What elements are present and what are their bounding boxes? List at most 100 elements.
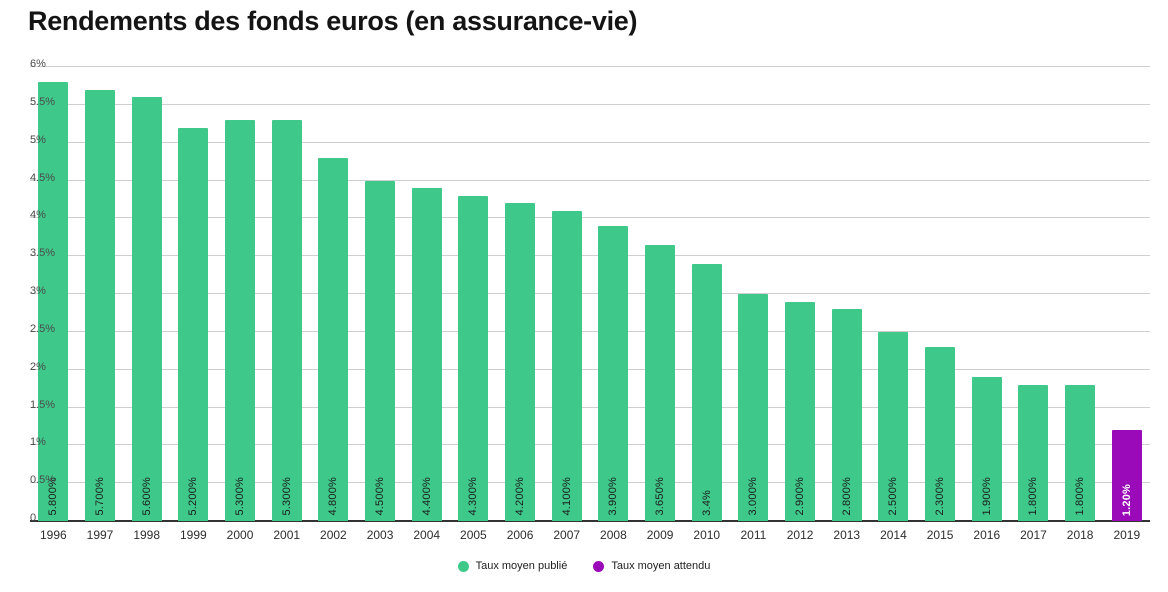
bar-2002: 4.800% [318, 157, 349, 521]
bar-value-label: 4.400% [420, 477, 433, 516]
bar-2004: 4.400% [411, 188, 442, 521]
x-axis-label: 2012 [786, 528, 814, 542]
bar-slot: 5.300% [217, 67, 264, 521]
bar-slot: 3.650% [637, 67, 684, 521]
gridline [30, 330, 1150, 332]
x-axis-label: 2002 [320, 528, 347, 542]
bar-2016: 1.900% [971, 377, 1002, 521]
bar-slot: 4.400% [403, 67, 450, 521]
x-axis-label: 2011 [740, 528, 767, 542]
bar-value-label: 5.300% [234, 477, 247, 516]
bar-2009: 3.650% [645, 244, 676, 521]
bar-2003: 4.500% [365, 180, 396, 521]
bar-2015: 2.300% [925, 346, 956, 521]
bar-slot: 5.300% [263, 67, 310, 521]
x-axis-line [30, 520, 1150, 522]
y-axis-label: 2% [30, 360, 46, 373]
x-axis-label: 2015 [926, 528, 954, 542]
x-axis-label: 2008 [600, 528, 627, 542]
bar-slot: 2.900% [777, 67, 824, 521]
bar-2006: 4.200% [505, 203, 536, 521]
x-axis-label: 2019 [1113, 528, 1141, 542]
bar-value-label: 5.700% [94, 477, 106, 516]
bar-value-label: 1.800% [1074, 477, 1087, 516]
y-axis-label: 4% [30, 209, 46, 222]
gridline [30, 444, 1150, 446]
bar-value-label: 5.200% [187, 477, 200, 516]
x-axis-label: 2016 [973, 528, 1001, 542]
x-axis-label: 1996 [39, 528, 67, 542]
bar-value-label: 3.650% [654, 477, 667, 516]
bar-value-label: 3.000% [747, 477, 760, 516]
bar-value-label: 4.200% [514, 477, 527, 516]
bar-slot: 1.900% [963, 67, 1010, 521]
bar-1997: 5.700% [85, 89, 115, 521]
x-axis-label: 2006 [506, 528, 534, 542]
bar-value-label: 2.900% [794, 477, 807, 516]
bar-slot: 3.4% [683, 67, 730, 521]
bar-2007: 4.100% [551, 210, 582, 521]
y-axis-label: 0 [30, 512, 37, 524]
y-axis-label: 1% [30, 436, 46, 449]
y-axis-label: 5% [30, 133, 46, 146]
bar-slot: 5.600% [123, 67, 170, 521]
bar-slot: 4.500% [357, 67, 404, 521]
bar-value-label: 4.300% [467, 477, 480, 516]
bar-slot: 1.800% [1057, 67, 1104, 521]
y-axis-label: 5.5% [30, 95, 56, 108]
y-axis-label: 6% [30, 58, 46, 70]
x-axis-label: 2000 [226, 528, 254, 542]
gridline [30, 66, 1150, 67]
bar-1996: 5.800% [38, 82, 69, 521]
x-axis-label: 2009 [646, 528, 674, 542]
bar-value-label: 4.500% [374, 477, 387, 516]
bar-2005: 4.300% [458, 195, 489, 521]
bar-slot: 2.500% [870, 67, 917, 521]
y-axis-label: 2.5% [30, 322, 56, 335]
bar-slot: 2.300% [917, 67, 964, 521]
legend-label: Taux moyen publié [475, 560, 568, 572]
bar-value-label: 3.4% [700, 490, 713, 516]
legend-item: Taux moyen publié [457, 560, 568, 572]
bar-slot: 5.800% [30, 67, 77, 521]
x-axis-label: 2017 [1020, 528, 1047, 542]
bar-2014: 2.500% [878, 331, 909, 521]
gridline [30, 217, 1150, 219]
bar-slot: 5.700% [77, 67, 124, 521]
bar-slot: 3.000% [730, 67, 777, 521]
gridline [30, 103, 1150, 105]
bar-slot: 1.20% [1103, 67, 1150, 521]
bar-2011: 3.000% [738, 294, 769, 521]
bar-value-label: 1.900% [980, 477, 993, 516]
legend-swatch-icon [457, 560, 469, 572]
legend-item: Taux moyen attendu [593, 560, 710, 572]
legend-swatch-icon [593, 560, 605, 572]
y-axis-label: 3.5% [30, 247, 56, 260]
bar-slot: 5.200% [170, 67, 217, 521]
bar-value-label: 1.800% [1027, 477, 1040, 516]
x-axis-label: 2013 [833, 528, 861, 542]
bar-2010: 3.4% [691, 263, 722, 521]
gridline [30, 368, 1150, 370]
x-axis-label: 2014 [880, 528, 907, 542]
chart-title: Rendements des fonds euros (en assurance… [28, 6, 638, 36]
bar-value-label: 1.20% [1120, 483, 1133, 516]
bar-value-label: 5.600% [140, 477, 153, 516]
bar-value-label: 4.100% [560, 477, 573, 516]
x-axis-label: 2005 [460, 528, 487, 542]
bar-slot: 4.200% [497, 67, 544, 521]
plot-area: 0 0.5% 1% 1.5% 2% 2.5% 3% 3.5% 4% 4.5% 5% 5.5% 6% 5.… [30, 58, 1150, 524]
y-axis-label: 1.5% [30, 398, 56, 411]
x-axis-label: 2003 [366, 528, 394, 542]
bar-value-label: 2.800% [840, 477, 853, 516]
gridline [30, 482, 1150, 484]
y-axis-label: 4.5% [30, 171, 56, 184]
y-axis-label: 0.5% [30, 474, 56, 487]
bar-slot: 4.800% [310, 67, 357, 521]
bar-2017: 1.800% [1018, 384, 1049, 521]
bar-1999: 5.200% [178, 127, 209, 521]
bar-slot: 4.300% [450, 67, 497, 521]
bar-value-label: 5.300% [280, 477, 293, 516]
bar-slot: 4.100% [543, 67, 590, 521]
legend-label: Taux moyen attendu [611, 560, 711, 572]
